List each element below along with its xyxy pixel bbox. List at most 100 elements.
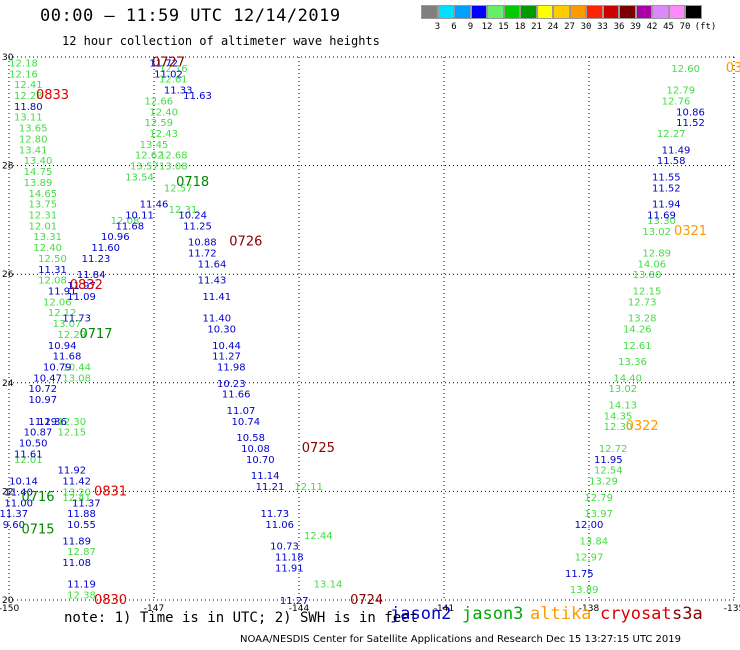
wave-height-label: 12.08 bbox=[38, 276, 67, 287]
wave-height-label: 12.54 bbox=[594, 466, 623, 477]
color-swatch bbox=[619, 5, 636, 19]
time-label: 0832 bbox=[70, 278, 103, 293]
wave-height-label: 11.68 bbox=[53, 352, 82, 363]
wave-height-label: 12.12 bbox=[48, 308, 77, 319]
wave-height-label: 13.97 bbox=[584, 509, 613, 520]
wave-height-label: 11.00 bbox=[4, 498, 33, 509]
wave-height-label: 11.68 bbox=[116, 221, 145, 232]
wave-height-label: 12.73 bbox=[628, 297, 657, 308]
color-swatch bbox=[553, 5, 570, 19]
wave-height-label: 12.61 bbox=[623, 341, 652, 352]
wave-height-label: 12.18 bbox=[9, 58, 38, 69]
color-scale-labels: 3 6 9 12 15 18 21 24 27 30 33 36 39 42 45 70 (ft) bbox=[421, 22, 740, 34]
color-swatch bbox=[652, 5, 669, 19]
wave-height-label: 13.08 bbox=[62, 373, 91, 384]
time-label: 03 bbox=[726, 61, 740, 76]
wave-height-label: 14.35 bbox=[604, 411, 633, 422]
wave-height-label: 12.15 bbox=[58, 428, 87, 439]
wave-height-label: 11.37 bbox=[0, 509, 28, 520]
wave-height-label: 11.58 bbox=[657, 156, 686, 167]
color-scale-label: 15 bbox=[498, 22, 509, 32]
wave-height-label: 11.55 bbox=[652, 172, 681, 183]
wave-height-label: 11.98 bbox=[217, 363, 246, 374]
time-label: 0322 bbox=[626, 419, 659, 434]
wave-height-label: 12.59 bbox=[145, 118, 174, 129]
color-swatch bbox=[536, 5, 553, 19]
wave-height-label: 11.69 bbox=[647, 210, 676, 221]
time-label: 0830 bbox=[94, 593, 127, 608]
wave-height-label: 11.02 bbox=[154, 69, 183, 80]
legend-altika: altika bbox=[530, 604, 592, 624]
time-label: 0717 bbox=[79, 327, 112, 342]
wave-height-label: 11.80 bbox=[14, 102, 43, 113]
wave-height-label: 14.65 bbox=[29, 189, 58, 200]
wave-height-label: 11.66 bbox=[222, 390, 251, 401]
wave-height-label: 10.24 bbox=[178, 210, 207, 221]
wave-height-label: 11.64 bbox=[198, 259, 227, 270]
wave-height-label: 13.54 bbox=[125, 172, 154, 183]
wave-height-label: 11.94 bbox=[652, 200, 681, 211]
wave-height-label: 12.01 bbox=[29, 221, 58, 232]
wave-height-label: 12.50 bbox=[38, 254, 67, 265]
wave-height-label: 10.44 bbox=[212, 341, 241, 352]
y-tick-label: 20 bbox=[2, 596, 14, 606]
wave-height-label: 12.01 bbox=[14, 455, 43, 466]
wave-height-label: 13.57 bbox=[130, 162, 159, 173]
x-tick-label: -135 bbox=[724, 604, 740, 614]
wave-height-label: 13.40 bbox=[24, 156, 53, 167]
color-swatch bbox=[586, 5, 603, 19]
color-scale bbox=[421, 5, 702, 19]
wave-height-label: 12.79 bbox=[584, 493, 613, 504]
wave-height-label: 10.30 bbox=[207, 325, 236, 336]
wave-height-label: 12.06 bbox=[43, 297, 72, 308]
wave-height-label: 12.79 bbox=[667, 86, 696, 97]
wave-height-label: 11.52 bbox=[652, 183, 681, 194]
wave-height-label: 12.29 bbox=[58, 330, 87, 341]
wave-height-label: 12.16 bbox=[159, 64, 188, 75]
wave-height-label: 13.89 bbox=[570, 585, 599, 596]
wave-height-label: 11.06 bbox=[265, 520, 294, 531]
x-tick-label: -141 bbox=[434, 604, 454, 614]
wave-height-label: 10.79 bbox=[43, 363, 72, 374]
wave-height-label: 9.60 bbox=[3, 520, 25, 531]
wave-height-label: 12.11 bbox=[294, 482, 323, 493]
wave-height-label: 12.15 bbox=[633, 286, 662, 297]
legend-s3a: s3a bbox=[672, 604, 703, 624]
wave-height-label: 13.30 bbox=[647, 216, 676, 227]
wave-height-label: 11.36 bbox=[38, 417, 67, 428]
color-scale-label: 45 bbox=[663, 22, 674, 32]
wave-height-label: 12.76 bbox=[662, 96, 691, 107]
wave-height-label: 10.47 bbox=[33, 373, 62, 384]
color-scale-label: 12 bbox=[481, 22, 493, 32]
wave-height-label: 13.02 bbox=[609, 384, 638, 395]
time-label: 0831 bbox=[94, 484, 127, 499]
wave-height-label: 11.21 bbox=[256, 482, 285, 493]
wave-height-label: 13.75 bbox=[29, 200, 58, 211]
time-label: 0726 bbox=[229, 235, 262, 250]
wave-height-label: 12.62 bbox=[135, 151, 164, 162]
wave-height-label: 12.28 bbox=[14, 91, 43, 102]
wave-height-label: 11.91 bbox=[275, 563, 304, 574]
wave-height-label: 12.80 bbox=[19, 134, 48, 145]
time-label: 0718 bbox=[176, 175, 209, 190]
wave-height-label: 12.41 bbox=[14, 80, 43, 91]
wave-height-label: 11.73 bbox=[62, 314, 91, 325]
wave-height-label: 13.65 bbox=[19, 124, 48, 135]
wave-height-label: 10.94 bbox=[48, 341, 77, 352]
chart-subtitle: 12 hour collection of altimeter wave hei… bbox=[62, 34, 380, 48]
wave-height-label: 10.72 bbox=[29, 384, 58, 395]
time-label: 0833 bbox=[36, 88, 69, 103]
wave-height-label: 11.19 bbox=[67, 580, 96, 591]
wave-height-label: 10.96 bbox=[101, 232, 130, 243]
wave-height-label: 11.49 bbox=[662, 145, 691, 156]
footer-note: note: 1) Time is in UTC; 2) SWH is in fe… bbox=[64, 610, 419, 626]
y-tick-label: 22 bbox=[2, 487, 13, 497]
wave-height-label: 11.40 bbox=[203, 314, 232, 325]
wave-height-label: 13.07 bbox=[53, 319, 82, 330]
wave-height-label: 10.23 bbox=[217, 379, 246, 390]
wave-height-label: 11.95 bbox=[594, 455, 623, 466]
wave-height-label: 12.87 bbox=[67, 547, 96, 558]
x-tick-label: -144 bbox=[289, 604, 310, 614]
wave-height-label: 10.14 bbox=[9, 477, 38, 488]
wave-height-label: 10.88 bbox=[188, 238, 217, 249]
